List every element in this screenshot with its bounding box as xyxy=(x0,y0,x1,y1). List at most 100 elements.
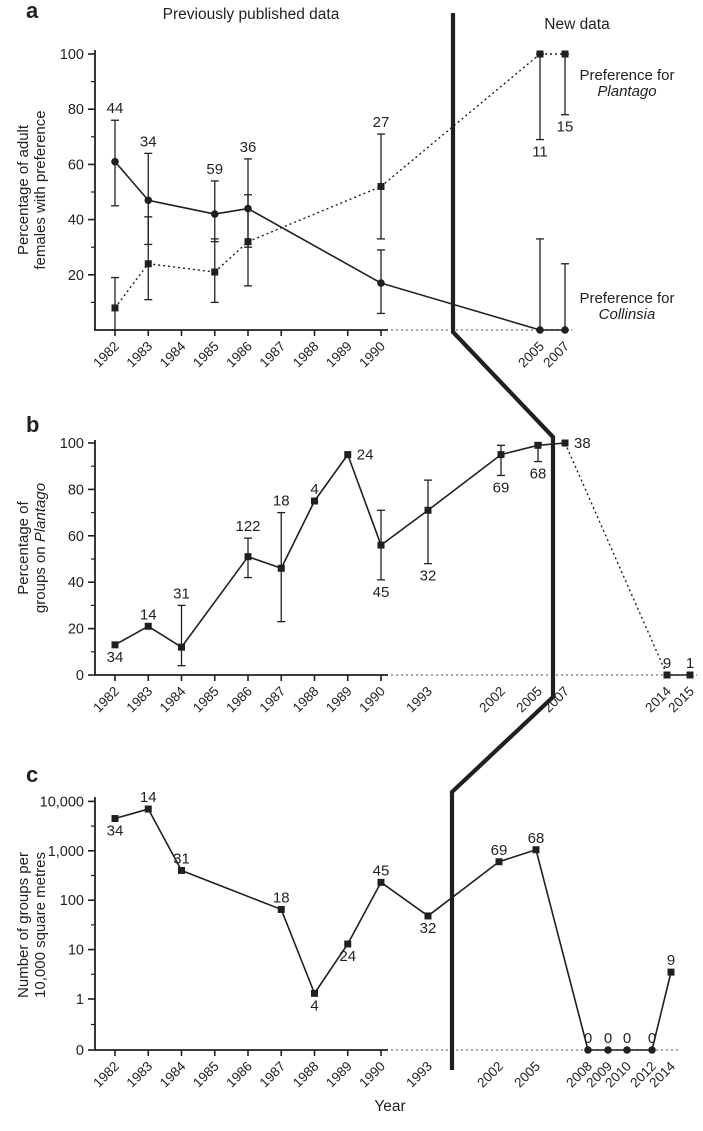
collinsia-label-line2: Collinsia xyxy=(598,306,656,323)
data-point xyxy=(211,268,219,276)
y-tick-label: 80 xyxy=(68,482,84,498)
x-tick-label: 1990 xyxy=(356,684,388,716)
y-tick-label: 60 xyxy=(68,529,84,545)
x-tick-label: 1987 xyxy=(257,684,289,716)
data-point xyxy=(244,553,252,561)
x-tick-label: 1986 xyxy=(223,684,255,716)
n-label: 59 xyxy=(206,161,223,178)
plantago-label-line1: Preference for xyxy=(579,67,675,84)
panel-c-letter: c xyxy=(26,762,39,787)
data-point xyxy=(536,326,544,334)
series-segment xyxy=(313,943,349,994)
panel-a-ylabel-line2: females with preference xyxy=(32,110,49,270)
n-label: 32 xyxy=(420,568,437,585)
series-segment xyxy=(147,808,183,871)
x-tick-label: 1987 xyxy=(257,1059,289,1091)
data-point xyxy=(377,182,385,190)
data-point xyxy=(377,279,385,287)
n-label: 45 xyxy=(373,584,390,601)
collinsia-preference-label: Preference for Collinsia xyxy=(557,291,697,323)
x-tick-label: 1990 xyxy=(356,1059,388,1091)
x-tick-label: 1989 xyxy=(323,339,355,371)
panel-a-letter: a xyxy=(26,0,39,23)
data-point xyxy=(344,940,352,948)
x-tick-label: 1983 xyxy=(124,684,156,716)
data-point xyxy=(663,671,671,679)
x-tick-label: 2007 xyxy=(540,339,572,371)
x-tick-label: 1984 xyxy=(157,683,189,715)
data-point xyxy=(424,506,432,514)
x-tick-label: 1993 xyxy=(403,684,435,716)
y-tick-label: 20 xyxy=(68,268,84,284)
panel-b-y-axis-label: Percentage of groups on Plantago xyxy=(15,438,49,658)
n-label: 69 xyxy=(491,842,508,859)
series-segment xyxy=(148,199,215,215)
panel-b-ylabel-line1: Percentage of xyxy=(15,501,32,595)
n-label: 69 xyxy=(493,479,510,496)
x-tick-label: 1987 xyxy=(257,339,289,371)
n-label: 36 xyxy=(240,139,257,156)
year-axis-label: Year xyxy=(374,1098,406,1115)
x-tick-label: 2005 xyxy=(511,1059,543,1091)
data-point xyxy=(144,805,152,813)
n-label: 9 xyxy=(667,952,675,969)
series-segment xyxy=(564,442,668,676)
data-point xyxy=(424,912,432,920)
y-tick-label: 60 xyxy=(68,157,84,173)
y-tick-label: 100 xyxy=(60,436,84,452)
n-label: 0 xyxy=(623,1030,631,1047)
data-point xyxy=(178,643,185,651)
series-segment xyxy=(380,53,541,188)
series-segment xyxy=(148,263,215,273)
x-tick-label: 2007 xyxy=(540,684,572,716)
previously-published-title: Previously published data xyxy=(162,6,340,23)
data-point xyxy=(377,541,385,549)
series-segment xyxy=(651,971,672,1051)
y-tick-label: 100 xyxy=(60,893,84,909)
x-tick-label: 1988 xyxy=(290,684,322,716)
x-tick-label: 1986 xyxy=(223,339,255,371)
data-point xyxy=(111,641,119,649)
x-tick-label: 1988 xyxy=(290,339,322,371)
series-segment xyxy=(427,861,500,917)
data-point xyxy=(532,846,540,854)
n-label: 68 xyxy=(528,830,545,847)
panel-b-ylabel-line2: groups on Plantago xyxy=(32,438,49,658)
x-tick-label: 1986 xyxy=(223,1059,255,1091)
data-point xyxy=(144,260,152,268)
n-label: 18 xyxy=(273,493,290,510)
series-segment xyxy=(346,454,382,546)
panel-c-ylabel-line2: 10,000 square metres xyxy=(32,852,49,998)
series-segment xyxy=(427,453,502,511)
n-label: 34 xyxy=(107,823,124,840)
x-tick-label: 1983 xyxy=(124,339,156,371)
n-label: 68 xyxy=(530,466,547,483)
n-label: 34 xyxy=(107,649,124,666)
data-point xyxy=(311,989,318,997)
series-segment xyxy=(347,881,382,945)
new-data-title: New data xyxy=(544,16,610,33)
n-label: 15 xyxy=(557,119,574,136)
y-tick-label: 1,000 xyxy=(48,844,84,860)
panel-c-y-axis-label: Number of groups per 10,000 square metre… xyxy=(15,815,49,1035)
data-point xyxy=(277,905,285,913)
data-point xyxy=(377,878,385,886)
data-point xyxy=(536,50,544,58)
n-label: 14 xyxy=(140,789,157,806)
n-label: 34 xyxy=(140,133,157,150)
y-tick-label: 40 xyxy=(68,213,84,229)
x-tick-label: 1985 xyxy=(190,1059,222,1091)
panel-b-plot: 0 20 40 60 80 100 1982 1983 1984 1985 1986 1987 1988… xyxy=(60,435,697,715)
series-segment xyxy=(280,500,316,569)
series-segment xyxy=(114,161,149,201)
y-tick-label: 0 xyxy=(76,1043,84,1059)
data-point xyxy=(344,451,352,459)
n-label: 4 xyxy=(310,997,318,1014)
data-point xyxy=(111,815,119,823)
x-tick-label: 1982 xyxy=(90,684,122,716)
n-label: 0 xyxy=(648,1030,656,1047)
n-label: 9 xyxy=(663,655,671,672)
data-point xyxy=(561,50,569,58)
panel-a-ylabel-line1: Percentage of adult xyxy=(15,124,32,256)
